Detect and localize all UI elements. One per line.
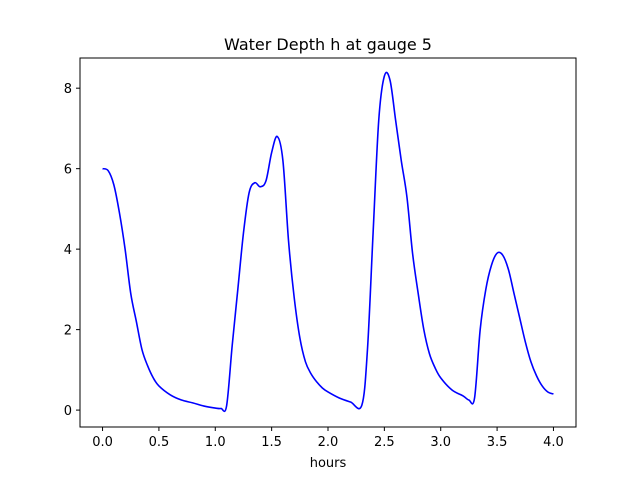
y-tick-label: 2 [64,324,72,339]
x-axis-label: hours [310,456,347,471]
plot-area [102,71,554,413]
x-tick-label: 4.0 [543,435,564,450]
y-tick-label: 0 [64,404,72,419]
y-tick-label: 4 [64,243,72,258]
x-tick-label: 1.5 [261,435,282,450]
plot-frame [79,57,577,428]
x-tick-label: 1.0 [205,435,226,450]
x-tick-label: 0.0 [92,435,113,450]
x-tick-label: 2.0 [318,435,339,450]
x-tick-label: 0.5 [149,435,170,450]
series-line-0 [102,71,554,413]
y-tick-label: 6 [64,163,72,178]
x-tick-label: 3.5 [487,435,508,450]
x-axis: 0.0 0.5 1.0 1.5 2.0 2.5 3.0 3.5 4.0 [92,427,564,450]
x-tick-label: 2.5 [374,435,395,450]
y-axis: 0 2 4 6 8 [64,82,80,419]
y-tick-label: 8 [64,82,72,97]
x-tick-label: 3.0 [430,435,451,450]
chart-title: Water Depth h at gauge 5 [224,35,432,54]
